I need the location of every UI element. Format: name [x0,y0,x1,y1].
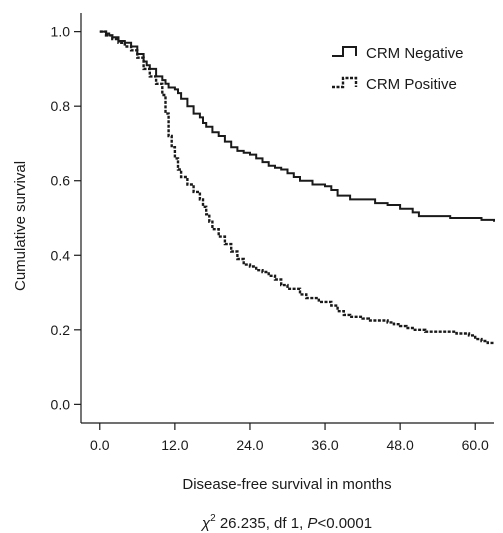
y-tick-label-2: 0.4 [51,247,71,263]
legend-label-1: CRM Positive [366,76,457,93]
p-symbol: P [307,515,317,532]
x-tick-label-3: 36.0 [311,437,338,453]
y-ticks: 0.0 0.2 0.4 0.6 0.8 1.0 [51,24,81,412]
x-tick-label-2: 24.0 [236,437,263,453]
y-axis-title: Cumulative survival [12,161,29,291]
y-tick-label-0: 0.0 [51,396,71,412]
x-tick-label-5: 60.0 [462,437,489,453]
series-line-crm-positive [99,30,494,345]
y-tick-label-5: 1.0 [51,24,71,40]
x-axis-title: Disease-free survival in months [182,476,391,493]
series-line-crm-negative [99,30,495,222]
plot-lines [99,30,495,345]
legend-label-0: CRM Negative [366,45,464,62]
x-ticks: 0.0 12.0 24.0 36.0 48.0 60.0 [90,423,489,453]
y-tick-label-3: 0.6 [51,173,71,189]
legend: CRM Negative CRM Positive [332,45,464,93]
chi-superscript: 2 [210,513,216,524]
x-tick-label-4: 48.0 [387,437,414,453]
legend-symbol-0 [332,46,357,57]
p-value: <0.0001 [317,515,372,532]
x-tick-label-0: 0.0 [90,437,110,453]
chi-square-footnote: χ2 26.235, df 1, P<0.0001 [200,513,372,532]
y-tick-label-1: 0.2 [51,322,71,338]
chi-stat-text: 26.235, df 1, [216,515,308,532]
x-tick-label-1: 12.0 [161,437,188,453]
axes: 0.0 0.2 0.4 0.6 0.8 1.0 0.0 12.0 24.0 36.0 48.0 60… [51,13,494,453]
legend-symbol-1 [332,76,358,89]
chi-symbol: χ [200,515,211,532]
y-tick-label-4: 0.8 [51,98,71,114]
